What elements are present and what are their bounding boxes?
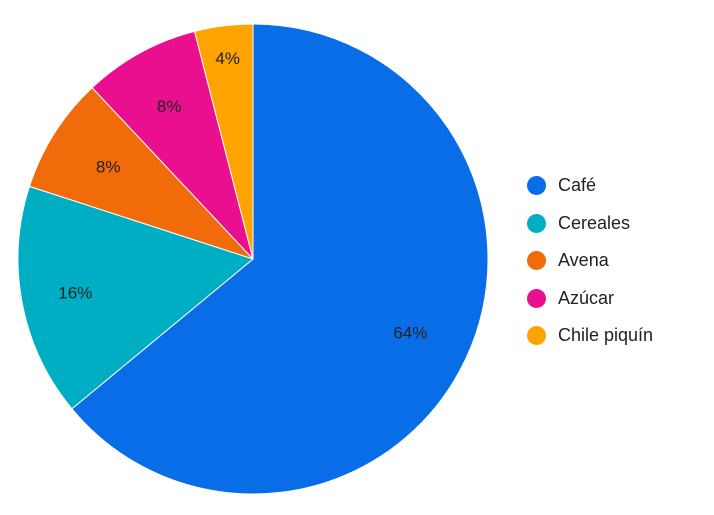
slice-label-azucar: 8% [157, 97, 182, 116]
legend-item-azucar[interactable]: Azúcar [527, 280, 653, 318]
legend-item-cereales[interactable]: Cereales [527, 205, 653, 243]
pie-slice-avena[interactable] [28, 86, 254, 260]
legend-label-cafe: Café [558, 175, 597, 196]
pie-slice-cereales[interactable] [17, 185, 255, 410]
pie-slice-chile-piquin[interactable] [193, 23, 254, 260]
legend: Café Cereales Avena Azúcar Chile piquín [527, 167, 653, 355]
pie-slice-azucar[interactable] [91, 30, 254, 260]
slice-label-cereales: 16% [58, 283, 92, 302]
legend-swatch-cafe [527, 176, 546, 196]
legend-label-azucar: Azúcar [558, 287, 615, 308]
slice-label-avena: 8% [96, 158, 121, 177]
legend-swatch-avena [527, 251, 546, 271]
slice-label-chile-piquin: 4% [215, 49, 240, 68]
legend-label-chile-piquin: Chile piquín [558, 325, 654, 346]
slice-label-cafe: 64% [393, 324, 427, 343]
pie-slice-cafe[interactable] [71, 23, 489, 495]
legend-item-chile-piquin[interactable]: Chile piquín [527, 317, 653, 355]
legend-label-avena: Avena [558, 250, 609, 271]
legend-label-cereales: Cereales [558, 212, 631, 233]
legend-swatch-azucar [527, 288, 546, 308]
legend-item-cafe[interactable]: Café [527, 167, 653, 205]
legend-swatch-cereales [527, 213, 546, 233]
legend-item-avena[interactable]: Avena [527, 242, 653, 280]
legend-swatch-chile-piquin [527, 326, 546, 346]
